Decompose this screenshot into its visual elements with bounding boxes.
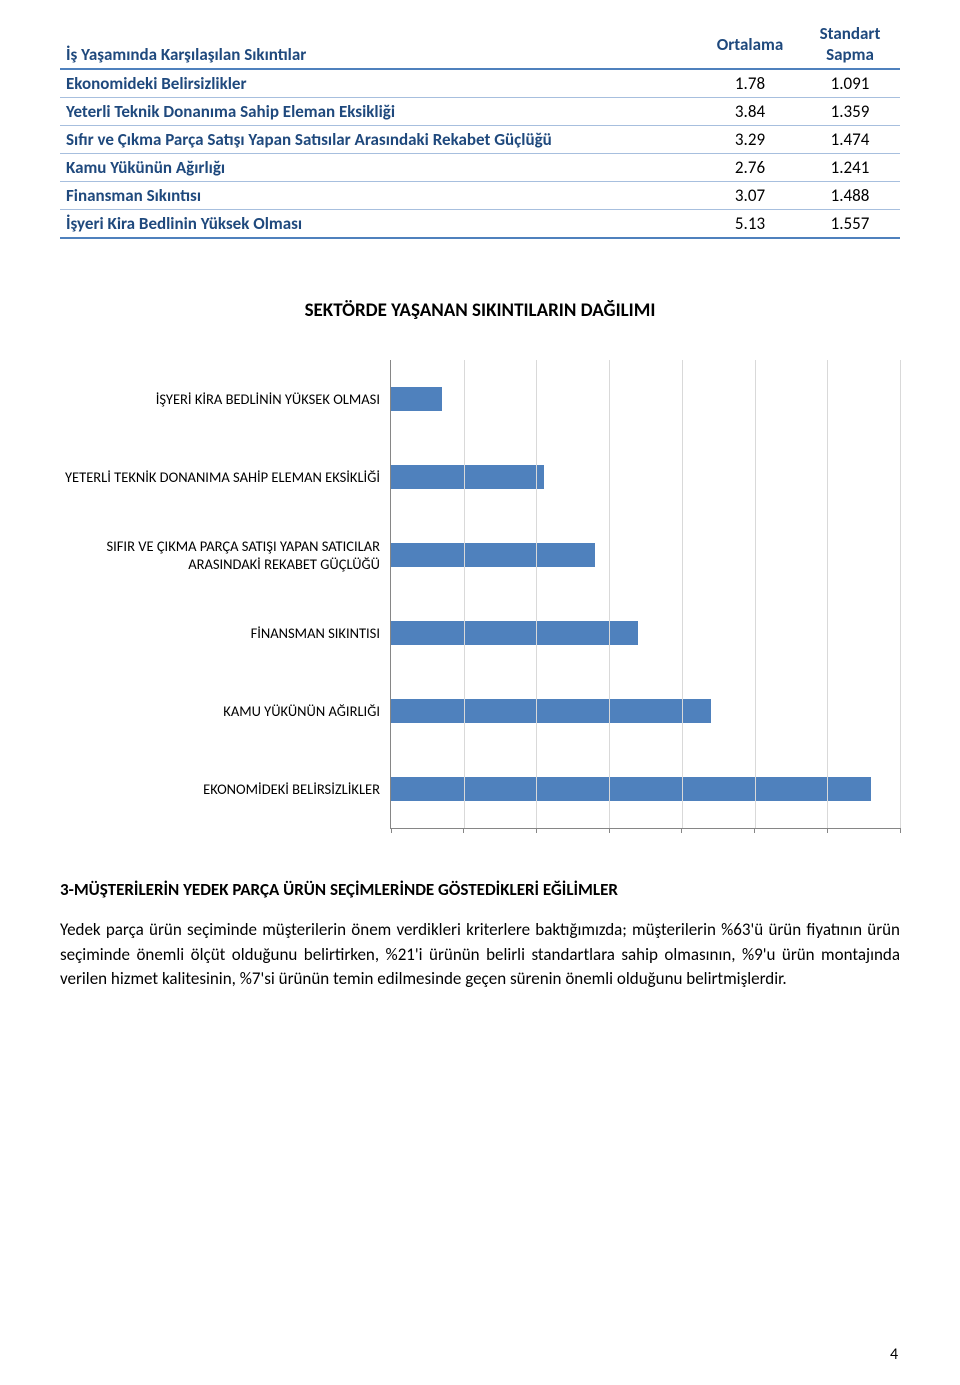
chart-title: SEKTÖRDE YAŞANAN SIKINTILARIN DAĞILIMI <box>60 299 900 322</box>
table-row: Ekonomideki Belirsizlikler1.781.091 <box>60 69 900 98</box>
table-cell-label: Yeterli Teknik Donanıma Sahip Eleman Eks… <box>60 98 700 126</box>
table-cell-sd: 1.488 <box>800 182 900 210</box>
table-header-mean: Ortalama <box>700 20 800 69</box>
table-cell-label: Sıfır ve Çıkma Parça Satışı Yapan Satısı… <box>60 126 700 154</box>
chart-bar <box>391 465 544 489</box>
table-cell-sd: 1.557 <box>800 210 900 239</box>
table-row: İşyeri Kira Bedlinin Yüksek Olması5.131.… <box>60 210 900 239</box>
table-row: Kamu Yükünün Ağırlığı2.761.241 <box>60 154 900 182</box>
section-3-heading: 3-MÜŞTERİLERİN YEDEK PARÇA ÜRÜN SEÇİMLER… <box>60 879 900 900</box>
table-header-sd: Standart Sapma <box>800 20 900 69</box>
chart-bar <box>391 387 442 411</box>
table-cell-mean: 3.29 <box>700 126 800 154</box>
table-cell-label: Finansman Sıkıntısı <box>60 182 700 210</box>
table-row: Finansman Sıkıntısı3.071.488 <box>60 182 900 210</box>
table-cell-mean: 5.13 <box>700 210 800 239</box>
chart-category-label: KAMU YÜKÜNÜN AĞIRLIĞI <box>60 672 390 750</box>
table-cell-mean: 2.76 <box>700 154 800 182</box>
chart-plot-area <box>390 360 900 829</box>
chart-category-label: İŞYERİ KİRA BEDLİNİN YÜKSEK OLMASI <box>60 360 390 438</box>
difficulties-table: İş Yaşamında Karşılaşılan Sıkıntılar Ort… <box>60 20 900 239</box>
chart-bar <box>391 543 595 567</box>
distribution-chart: SEKTÖRDE YAŞANAN SIKINTILARIN DAĞILIMI İ… <box>60 299 900 829</box>
section-3-body: Yedek parça ürün seçiminde müşterilerin … <box>60 918 900 992</box>
table-row: Yeterli Teknik Donanıma Sahip Eleman Eks… <box>60 98 900 126</box>
chart-category-label: FİNANSMAN SIKINTISI <box>60 594 390 672</box>
chart-category-label: YETERLİ TEKNİK DONANIMA SAHİP ELEMAN EKS… <box>60 438 390 516</box>
table-cell-sd: 1.474 <box>800 126 900 154</box>
table-cell-label: İşyeri Kira Bedlinin Yüksek Olması <box>60 210 700 239</box>
table-cell-sd: 1.359 <box>800 98 900 126</box>
table-cell-mean: 3.84 <box>700 98 800 126</box>
chart-bar <box>391 777 871 801</box>
table-row: Sıfır ve Çıkma Parça Satışı Yapan Satısı… <box>60 126 900 154</box>
chart-bar <box>391 621 638 645</box>
chart-y-labels: İŞYERİ KİRA BEDLİNİN YÜKSEK OLMASIYETERL… <box>60 360 390 829</box>
table-cell-sd: 1.091 <box>800 69 900 98</box>
table-cell-label: Ekonomideki Belirsizlikler <box>60 69 700 98</box>
table-cell-sd: 1.241 <box>800 154 900 182</box>
chart-category-label: SIFIR VE ÇIKMA PARÇA SATIŞI YAPAN SATICI… <box>60 516 390 594</box>
chart-bar <box>391 699 711 723</box>
chart-category-label: EKONOMİDEKİ BELİRSİZLİKLER <box>60 750 390 828</box>
table-header-label: İş Yaşamında Karşılaşılan Sıkıntılar <box>60 20 700 69</box>
table-cell-mean: 1.78 <box>700 69 800 98</box>
page-number: 4 <box>890 1345 898 1364</box>
table-cell-label: Kamu Yükünün Ağırlığı <box>60 154 700 182</box>
table-cell-mean: 3.07 <box>700 182 800 210</box>
